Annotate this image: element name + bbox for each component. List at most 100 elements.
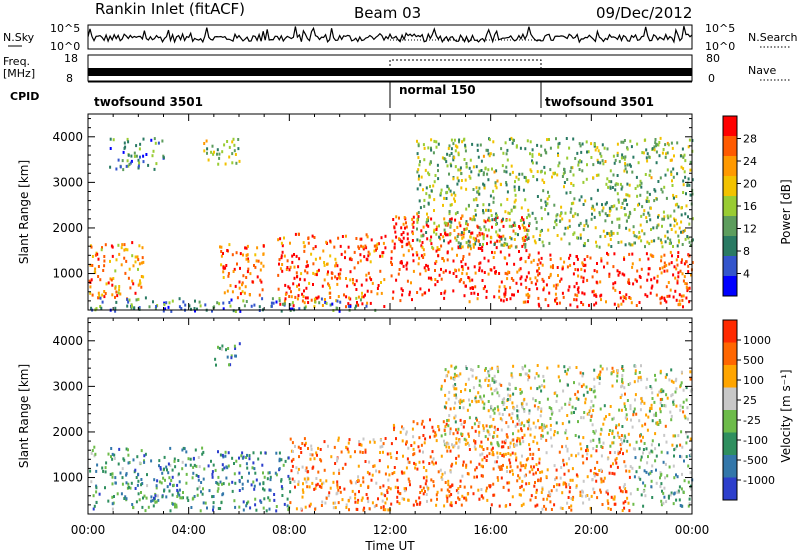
echo-cell (457, 491, 460, 495)
echo-cell (111, 507, 114, 511)
echo-cell (182, 491, 184, 494)
echo-cell (455, 437, 458, 441)
echo-cell (387, 465, 389, 469)
echo-cell (467, 432, 470, 436)
echo-cell (127, 448, 129, 452)
echo-cell (154, 500, 157, 504)
echo-cell (464, 284, 467, 288)
echo-cell (450, 164, 453, 168)
echo-cell (660, 296, 663, 300)
echo-cell (474, 271, 477, 275)
echo-cell (432, 462, 435, 466)
echo-cell (490, 407, 492, 411)
echo-cell (370, 278, 373, 282)
echo-cell (497, 370, 500, 374)
echo-cell (449, 224, 452, 228)
echo-cell (394, 230, 397, 234)
echo-cell (379, 254, 382, 258)
echo-cell (395, 235, 398, 239)
echo-cell (621, 365, 624, 368)
echo-cell (114, 286, 117, 290)
echo-cell (248, 471, 250, 475)
echo-cell (675, 267, 678, 271)
echo-cell (559, 257, 562, 261)
echo-cell (417, 142, 420, 146)
echo-cell (466, 472, 469, 476)
echo-cell (476, 234, 479, 238)
echo-cell (598, 213, 601, 217)
echo-cell (495, 387, 498, 391)
echo-cell (181, 448, 184, 452)
echo-cell (270, 304, 273, 308)
echo-cell (650, 286, 653, 290)
echo-cell (203, 467, 206, 471)
nsky-tick-bottom: 10^0 (50, 40, 80, 53)
echo-cell (589, 387, 592, 391)
echo-cell (458, 497, 461, 501)
echo-cell (492, 435, 495, 439)
cpid-segment-label-0: twofsound 3501 (94, 95, 203, 109)
echo-cell (437, 177, 440, 181)
echo-cell (377, 497, 379, 501)
echo-cell (268, 488, 271, 492)
echo-cell (466, 223, 469, 227)
echo-cell (289, 501, 292, 505)
echo-cell (321, 500, 324, 504)
echo-cell (343, 487, 346, 491)
echo-cell (610, 372, 613, 376)
echo-cell (612, 462, 614, 466)
echo-cell (498, 382, 501, 386)
echo-cell (540, 384, 543, 388)
echo-cell (441, 156, 444, 160)
echo-cell (247, 257, 249, 261)
echo-cell (632, 231, 635, 234)
echo-cell (124, 495, 127, 499)
echo-cell (581, 494, 584, 498)
echo-cell (498, 272, 501, 275)
echo-cell (578, 382, 581, 386)
echo-cell (484, 367, 487, 370)
echo-cell (622, 368, 625, 372)
echo-cell (436, 280, 439, 283)
echo-cell (689, 193, 692, 197)
echo-cell (483, 456, 486, 460)
echo-cell (203, 149, 206, 153)
echo-cell (152, 149, 155, 153)
echo-cell (659, 401, 662, 405)
echo-cell (647, 472, 650, 476)
echo-cell (520, 275, 523, 279)
echo-cell (345, 445, 348, 449)
echo-cell (582, 416, 585, 420)
echo-cell (533, 484, 536, 488)
echo-cell (103, 295, 106, 299)
echo-cell (568, 506, 571, 509)
echo-cell (560, 237, 563, 241)
echo-cell (520, 504, 523, 508)
echo-cell (524, 278, 527, 282)
echo-cell (643, 442, 646, 445)
echo-cell (481, 474, 484, 478)
colorbar-swatch (723, 410, 737, 433)
echo-cell (303, 306, 306, 310)
y-tick-label: 3000 (52, 175, 83, 189)
echo-cell (546, 397, 549, 401)
echo-cell (361, 302, 364, 306)
echo-cell (302, 490, 305, 494)
echo-cell (91, 449, 94, 452)
echo-cell (169, 463, 172, 467)
echo-cell (402, 236, 405, 240)
echo-cell (95, 500, 98, 504)
echo-cell (423, 198, 426, 202)
echo-cell (461, 140, 464, 144)
echo-cell (115, 290, 118, 294)
echo-cell (241, 451, 244, 455)
echo-cell (487, 379, 490, 383)
echo-cell (365, 278, 368, 282)
echo-cell (623, 439, 626, 443)
echo-cell (676, 263, 679, 267)
echo-cell (505, 170, 508, 174)
echo-cell (405, 221, 407, 225)
echo-cell (424, 291, 427, 295)
echo-cell (661, 489, 663, 493)
echo-cell (521, 216, 523, 220)
